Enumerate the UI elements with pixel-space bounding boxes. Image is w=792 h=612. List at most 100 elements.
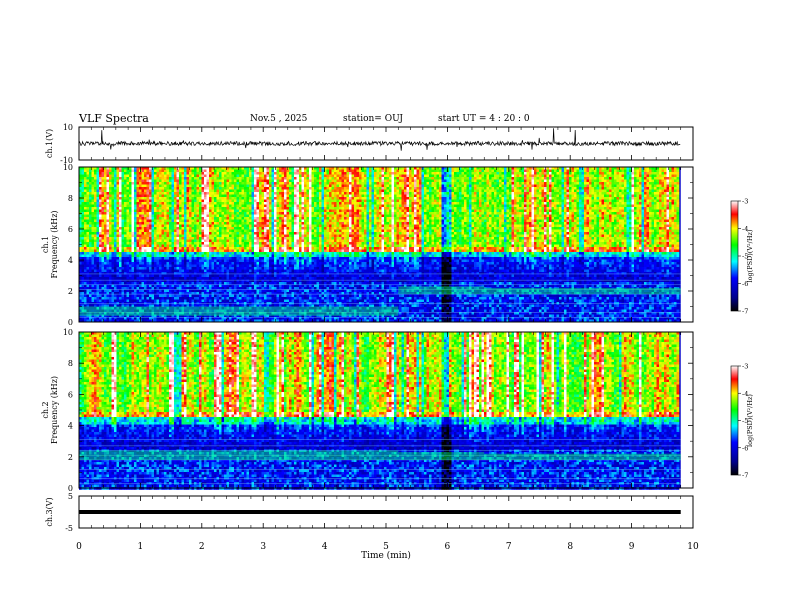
spectrogram-cell [152, 182, 155, 185]
spectrogram-cell [169, 270, 172, 273]
spectrogram-cell [189, 212, 192, 215]
spectrogram-cell [139, 230, 142, 233]
spectrogram-cell [259, 217, 262, 220]
spectrogram-cell [154, 297, 157, 300]
spectrogram-cell [174, 230, 177, 233]
spectrogram-cell [124, 187, 127, 190]
spectrogram-cell [132, 202, 135, 205]
spectrogram-cell [137, 300, 140, 303]
spectrogram-cell [117, 247, 120, 250]
spectrogram-cell [217, 300, 220, 303]
spectrogram-cell [189, 217, 192, 220]
spectrogram-cell [262, 212, 265, 215]
spectrogram-cell [204, 242, 207, 245]
spectrogram-cell [109, 297, 112, 300]
spectrogram-cell [207, 260, 210, 263]
spectrogram-cell [262, 292, 265, 295]
spectrogram-cell [144, 297, 147, 300]
spectrogram-cell [259, 240, 262, 243]
spectrogram-cell [204, 290, 207, 293]
spectrogram-cell [112, 257, 115, 260]
spectrogram-cell [194, 200, 197, 203]
spectrogram-cell [114, 230, 117, 233]
spectrogram-cell [264, 217, 267, 220]
spectrogram-cell [92, 292, 95, 295]
spectrogram-cell [139, 232, 142, 235]
spectrogram-cell [137, 240, 140, 243]
spectrogram-cell [264, 185, 267, 188]
spectrogram-cell [92, 255, 95, 258]
spectrogram-cell [214, 265, 217, 268]
spectrogram-cell [239, 175, 242, 178]
spectrogram-cell [174, 262, 177, 265]
spectrogram-cell [122, 205, 125, 208]
spectrogram-cell [212, 210, 215, 213]
spectrogram-cell [149, 177, 152, 180]
spectrogram-cell [102, 277, 105, 280]
spectrogram-cell [267, 197, 270, 200]
spectrogram-cell [167, 215, 170, 218]
spectrogram-cell [259, 175, 262, 178]
spectrogram-cell [262, 197, 265, 200]
spectrogram-cell [104, 255, 107, 258]
spectrogram-cell [139, 195, 142, 198]
spectrogram-cell [129, 277, 132, 280]
spectrogram-cell [87, 275, 90, 278]
spectrogram-cell [134, 262, 137, 265]
spectrogram-cell [127, 260, 130, 263]
spectrogram-cell [84, 220, 87, 223]
spectrogram-cell [117, 187, 120, 190]
spectrogram-cell [259, 215, 262, 218]
spectrogram-cell [122, 217, 125, 220]
spectrogram-cell [92, 225, 95, 228]
spectrogram-cell [259, 180, 262, 183]
spectrogram-cell [159, 232, 162, 235]
spectrogram-cell [257, 265, 260, 268]
spectrogram-cell [129, 190, 132, 193]
spectrogram-cell [119, 290, 122, 293]
spectrogram-cell [82, 175, 85, 178]
spectrogram-cell [244, 265, 247, 268]
spectrogram-cell [92, 237, 95, 240]
spectrogram-cell [102, 240, 105, 243]
spectrogram-cell [184, 275, 187, 278]
spectrogram-cell [174, 172, 177, 175]
spectrogram-cell [197, 215, 200, 218]
spectrogram-cell [184, 267, 187, 270]
spectrogram-cell [159, 197, 162, 200]
spectrogram-cell [164, 270, 167, 273]
spectrogram-cell [102, 242, 105, 245]
spectrogram-cell [269, 225, 272, 228]
spectrogram-cell [97, 297, 100, 300]
spectrogram-cell [82, 282, 85, 285]
spectrogram-cell [149, 267, 152, 270]
spectrogram-cell [269, 182, 272, 185]
spectrogram-cell [147, 262, 150, 265]
spectrogram-cell [254, 180, 257, 183]
spectrogram-cell [172, 210, 175, 213]
spectrogram-cell [127, 185, 130, 188]
spectrogram-cell [107, 220, 110, 223]
spectrogram-cell [134, 230, 137, 233]
spectrogram-cell [142, 190, 145, 193]
spectrogram-cell [232, 205, 235, 208]
spectrogram-cell [94, 235, 97, 238]
spectrogram-cell [107, 290, 110, 293]
spectrogram-cell [102, 177, 105, 180]
spectrogram-cell [154, 247, 157, 250]
spectrogram-cell [249, 272, 252, 275]
spectrogram-cell [152, 255, 155, 258]
spectrogram-cell [124, 185, 127, 188]
spectrogram-cell [162, 277, 165, 280]
spectrogram-cell [249, 180, 252, 183]
spectrogram-cell [247, 300, 250, 303]
spectrogram-cell [134, 260, 137, 263]
spectrogram-cell [142, 212, 145, 215]
spectrogram-cell [82, 265, 85, 268]
spectrogram-cell [214, 260, 217, 263]
spectrogram-cell [107, 217, 110, 220]
spectrogram-cell [177, 222, 180, 225]
spectrogram-cell [182, 172, 185, 175]
spectrogram-cell [257, 220, 260, 223]
spectrogram-cell [192, 277, 195, 280]
